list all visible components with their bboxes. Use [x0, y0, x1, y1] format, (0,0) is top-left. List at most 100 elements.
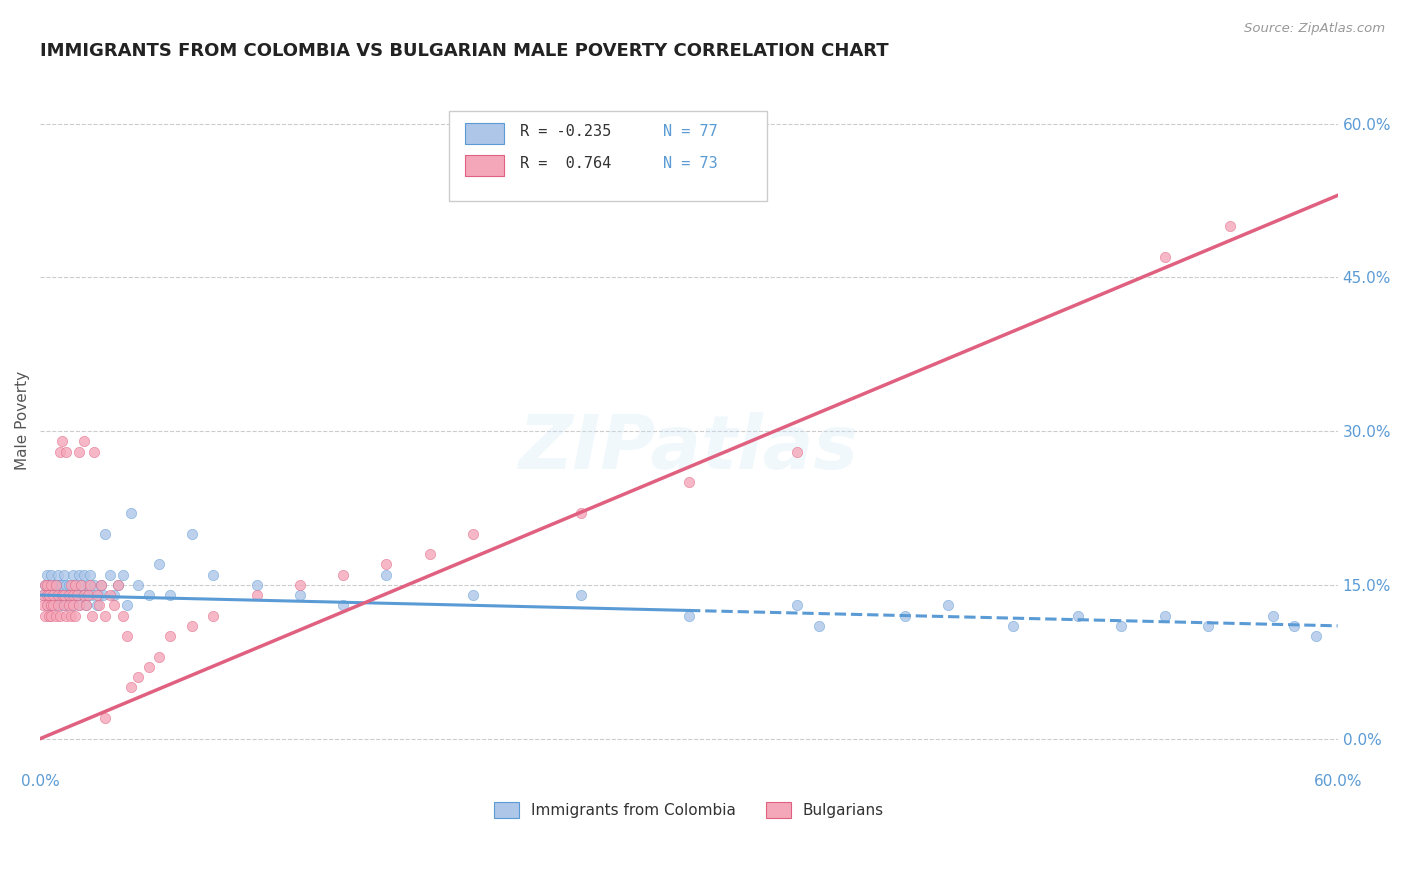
Point [58, 578, 80, 592]
Point [77, 578, 100, 592]
Point [103, 599, 125, 613]
Point [98, 588, 121, 602]
Point [55, 608, 77, 623]
Point [31, 588, 53, 602]
Point [77, 588, 100, 602]
Point [111, 567, 134, 582]
Point [1218, 219, 1240, 234]
Point [1153, 250, 1175, 264]
Point [91, 588, 114, 602]
Point [375, 558, 398, 572]
Text: N = 73: N = 73 [664, 155, 718, 170]
Point [55, 444, 77, 458]
Point [66, 588, 89, 602]
Point [288, 578, 311, 592]
Point [202, 567, 225, 582]
Point [35, 588, 58, 602]
Point [1111, 619, 1133, 633]
Point [94, 526, 117, 541]
Point [127, 578, 149, 592]
Point [678, 475, 700, 490]
Point [127, 670, 149, 684]
Point [49, 444, 72, 458]
Point [159, 588, 181, 602]
Point [42, 578, 65, 592]
Point [51, 599, 73, 613]
Point [31, 599, 53, 613]
Point [115, 629, 138, 643]
Point [70, 578, 93, 592]
Point [288, 588, 311, 602]
Point [73, 567, 96, 582]
Point [39, 599, 62, 613]
Point [246, 588, 269, 602]
Point [39, 599, 62, 613]
Point [51, 434, 73, 449]
Point [63, 578, 86, 592]
Point [1197, 619, 1219, 633]
Point [94, 608, 117, 623]
Point [45, 578, 67, 592]
Y-axis label: Male Poverty: Male Poverty [15, 371, 30, 470]
Point [786, 599, 808, 613]
FancyBboxPatch shape [464, 123, 503, 145]
Point [569, 506, 592, 520]
Point [332, 599, 354, 613]
FancyBboxPatch shape [449, 111, 766, 202]
Point [35, 567, 58, 582]
Text: IMMIGRANTS FROM COLOMBIA VS BULGARIAN MALE POVERTY CORRELATION CHART: IMMIGRANTS FROM COLOMBIA VS BULGARIAN MA… [41, 42, 889, 60]
Point [45, 608, 67, 623]
Point [39, 608, 62, 623]
Text: R = -0.235: R = -0.235 [520, 124, 612, 139]
Point [159, 629, 181, 643]
Point [39, 567, 62, 582]
Point [90, 578, 112, 592]
Point [62, 588, 84, 602]
Point [58, 588, 80, 602]
Point [73, 588, 96, 602]
Point [75, 599, 97, 613]
Point [461, 588, 484, 602]
Point [678, 608, 700, 623]
Point [148, 558, 170, 572]
Point [332, 567, 354, 582]
Point [87, 599, 110, 613]
Point [120, 506, 142, 520]
Point [148, 649, 170, 664]
Point [59, 608, 82, 623]
Point [49, 608, 72, 623]
Point [1305, 629, 1327, 643]
Point [138, 660, 160, 674]
Point [49, 588, 72, 602]
Point [45, 578, 67, 592]
Point [45, 599, 67, 613]
Point [419, 547, 441, 561]
Point [894, 608, 917, 623]
Point [77, 588, 100, 602]
Point [63, 588, 86, 602]
Point [79, 578, 101, 592]
Point [82, 608, 104, 623]
Point [107, 578, 129, 592]
Point [58, 588, 80, 602]
Point [38, 578, 60, 592]
Point [53, 599, 76, 613]
Point [59, 578, 82, 592]
Point [66, 588, 89, 602]
Point [58, 599, 80, 613]
Point [86, 588, 108, 602]
Point [51, 588, 73, 602]
Point [103, 588, 125, 602]
Point [63, 578, 86, 592]
Point [46, 567, 69, 582]
Point [55, 578, 77, 592]
Point [98, 567, 121, 582]
Point [83, 578, 105, 592]
Point [94, 711, 117, 725]
Point [138, 588, 160, 602]
Point [1067, 608, 1090, 623]
Point [82, 588, 104, 602]
Point [87, 588, 110, 602]
Point [1153, 608, 1175, 623]
Point [107, 578, 129, 592]
